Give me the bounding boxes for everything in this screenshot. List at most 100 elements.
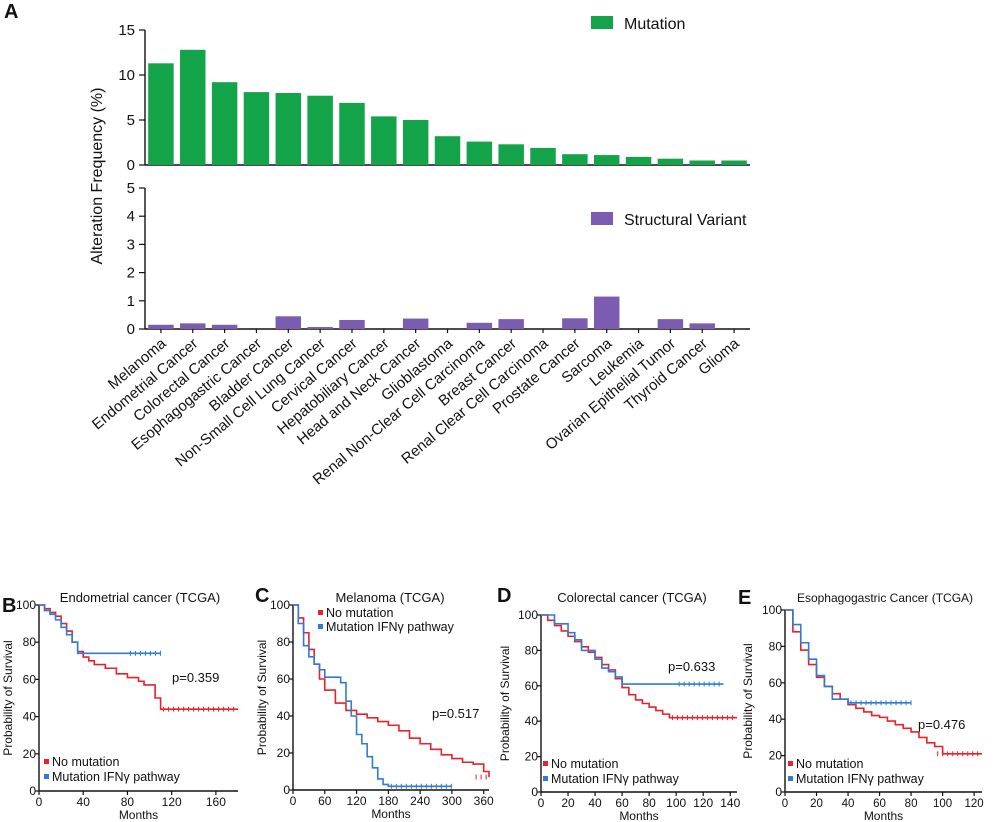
mutation-ifng-survival-curve	[541, 614, 724, 685]
mutation-bar-ovarian-epithelial-tumor	[657, 158, 684, 165]
y-tick-label: 40	[525, 714, 539, 728]
y-tick-label: 60	[525, 679, 539, 693]
structural-bar-bladder-cancer	[275, 316, 302, 329]
mutation-bar-thyroid-cancer	[689, 160, 715, 165]
x-tick-label: 120	[347, 794, 367, 808]
structural-y-tick-label: 3	[127, 236, 135, 253]
y-tick-label: 100	[270, 598, 290, 612]
legend-mutation-ifng-swatch	[543, 776, 548, 781]
no-mutation-survival-curve	[785, 609, 982, 755]
mutation-ifng-survival-curve	[785, 609, 912, 704]
mutation-bar-sarcoma	[593, 155, 620, 165]
legend-structural-label: Structural Variant	[624, 212, 747, 229]
structural-bar-renal-non-clear-cell-carcinoma	[466, 322, 493, 329]
x-tick-label: 0	[538, 796, 545, 810]
mutation-y-tick-label: 10	[118, 67, 135, 84]
y-tick-label: 20	[525, 750, 539, 764]
structural-bar-sarcoma	[593, 296, 620, 329]
mutation-bar-renal-clear-cell-carcinoma	[530, 147, 556, 165]
mutation-bar-non-small-cell-lung-cancer	[307, 95, 333, 165]
structural-bar-melanoma	[148, 324, 174, 329]
panel-d-survival-plot: D Colorectal cancer (TCGA) 0 20 40 60 80 100 0 20…	[497, 585, 741, 822]
mutation-bar-colorectal-cancer	[211, 82, 238, 165]
legend-mutation-label: Mutation	[624, 16, 685, 33]
y-tick-label: 20	[23, 747, 37, 761]
panel-title: Colorectal cancer (TCGA)	[557, 590, 707, 605]
panel-title: Melanoma (TCGA)	[335, 590, 444, 605]
y-axis-label: Probability of Survival	[255, 640, 269, 755]
y-tick-label: 0	[29, 784, 36, 798]
x-tick-label: 0	[290, 794, 297, 808]
panel-a-label: A	[4, 1, 18, 23]
y-tick-label: 0	[283, 783, 290, 797]
y-tick-label: 40	[769, 712, 783, 726]
mutation-bar-endometrial-cancer	[180, 49, 206, 165]
legend-mutation-ifng-swatch	[788, 776, 793, 781]
panel-label: B	[2, 595, 16, 617]
panel-c-survival-plot: C Melanoma (TCGA) 0 20 40 60 80 100 0 60 120 180 240…	[255, 585, 494, 821]
structural-bar-ovarian-epithelial-tumor	[657, 319, 684, 329]
mutation-bar-breast-cancer	[498, 144, 524, 165]
x-tick-label: 100	[933, 798, 952, 810]
x-tick-label: 40	[842, 798, 855, 810]
x-tick-label: 120	[162, 795, 182, 809]
structural-bar-head-and-neck-cancer	[402, 318, 429, 329]
mutation-bar-cervical-cancer	[339, 102, 365, 165]
y-tick-label: 0	[531, 785, 538, 799]
panel-a-ylabel: Alteration Frequency (%)	[89, 88, 106, 265]
structural-y-tick-label: 2	[127, 265, 135, 282]
x-tick-label: 0	[782, 798, 788, 810]
legend-no-mutation-label: No mutation	[796, 757, 863, 771]
structural-bar-thyroid-cancer	[689, 323, 715, 329]
mutation-y-tick-label: 0	[127, 157, 135, 174]
x-tick-label: 40	[588, 796, 602, 810]
x-tick-label: 40	[77, 795, 91, 809]
panel-label: D	[497, 585, 511, 607]
x-axis-label: Months	[371, 807, 410, 821]
x-tick-label: 100	[666, 796, 686, 810]
legend-mutation-ifng-swatch	[318, 624, 323, 629]
x-tick-label: 120	[965, 798, 984, 810]
panel-title: Endometrial cancer (TCGA)	[60, 590, 220, 605]
legend-structural-swatch	[591, 212, 613, 225]
panel-title: Esophagogastric Cancer (TCGA)	[797, 591, 973, 605]
mutation-y-tick-label: 15	[118, 22, 135, 39]
x-axis-label: Months	[864, 809, 903, 822]
panel-e-survival-plot: E Esophagogastric Cancer (TCGA) 0 20 40 60 80 1…	[738, 587, 984, 822]
legend-no-mutation-label: No mutation	[52, 755, 119, 769]
panel-label: C	[255, 585, 269, 607]
y-tick-label: 20	[277, 746, 291, 760]
mutation-bar-bladder-cancer	[275, 93, 302, 165]
mutation-y-tick-label: 5	[127, 112, 135, 129]
y-tick-label: 100	[762, 603, 782, 617]
y-tick-label: 20	[769, 749, 783, 763]
legend-no-mutation-swatch	[318, 610, 323, 615]
structural-y-tick-label: 4	[127, 208, 135, 225]
x-tick-label: 180	[378, 794, 398, 808]
y-tick-label: 100	[518, 608, 538, 622]
legend-no-mutation-swatch	[788, 761, 793, 766]
structural-bar-cervical-cancer	[339, 319, 365, 329]
y-tick-label: 80	[525, 643, 539, 657]
x-tick-label: 240	[410, 794, 430, 808]
p-value: p=0.359	[172, 670, 219, 685]
structural-y-tick-label: 1	[127, 293, 135, 310]
x-tick-label: 300	[442, 794, 462, 808]
no-mutation-survival-curve	[293, 604, 490, 778]
mutation-bar-glioblastoma	[434, 136, 461, 165]
y-tick-label: 80	[277, 635, 291, 649]
x-tick-label: 60	[318, 794, 332, 808]
y-tick-label: 60	[769, 676, 783, 690]
x-tick-label: 60	[615, 796, 629, 810]
p-value: p=0.476	[918, 717, 965, 732]
mutation-bar-glioma	[721, 160, 747, 165]
mutation-bar-hepatobiliary-cancer	[371, 116, 397, 165]
mutation-bar-renal-non-clear-cell-carcinoma	[466, 141, 493, 165]
p-value: p=0.517	[432, 706, 479, 721]
structural-bar-non-small-cell-lung-cancer	[307, 327, 333, 329]
structural-bar-prostate-cancer	[562, 318, 588, 329]
x-tick-label: 60	[873, 798, 886, 810]
mutation-bar-prostate-cancer	[562, 154, 588, 165]
